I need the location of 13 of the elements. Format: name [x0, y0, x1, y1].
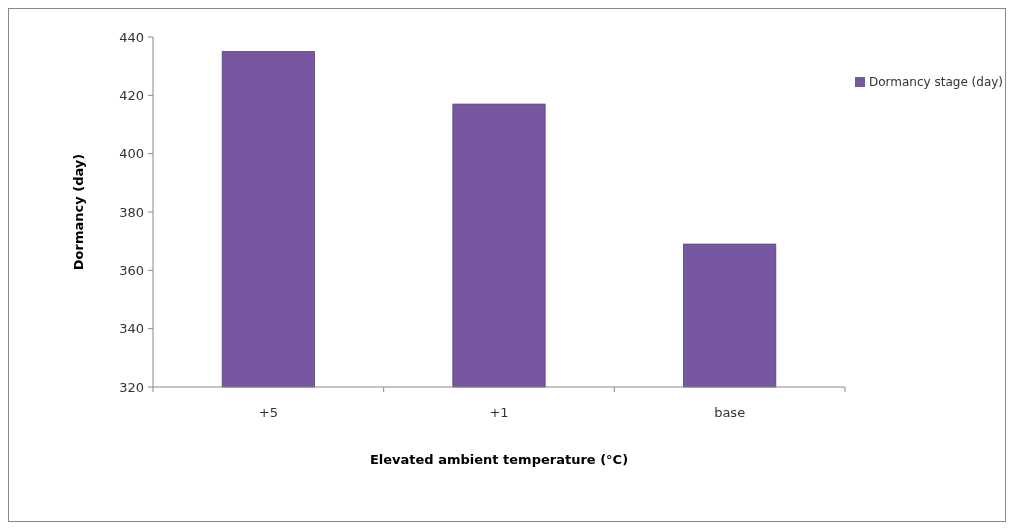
y-tick-label: 340 [119, 321, 144, 337]
x-tick-label: base [714, 405, 746, 420]
x-tick-label: +5 [258, 405, 278, 420]
y-tick-label: 440 [119, 29, 144, 45]
x-tick-label: +1 [489, 405, 509, 420]
y-tick-label: 380 [119, 204, 144, 220]
legend-label: Dormancy stage (day) [869, 75, 1004, 90]
y-tick-label: 420 [119, 87, 144, 103]
y-axis-title: Dormancy (day) [71, 153, 86, 271]
x-axis-title: Elevated ambient temperature (°C) [369, 452, 629, 467]
y-tick-label: 320 [119, 379, 144, 395]
y-tick-label: 360 [119, 262, 144, 278]
y-tick-label: 400 [119, 146, 144, 162]
